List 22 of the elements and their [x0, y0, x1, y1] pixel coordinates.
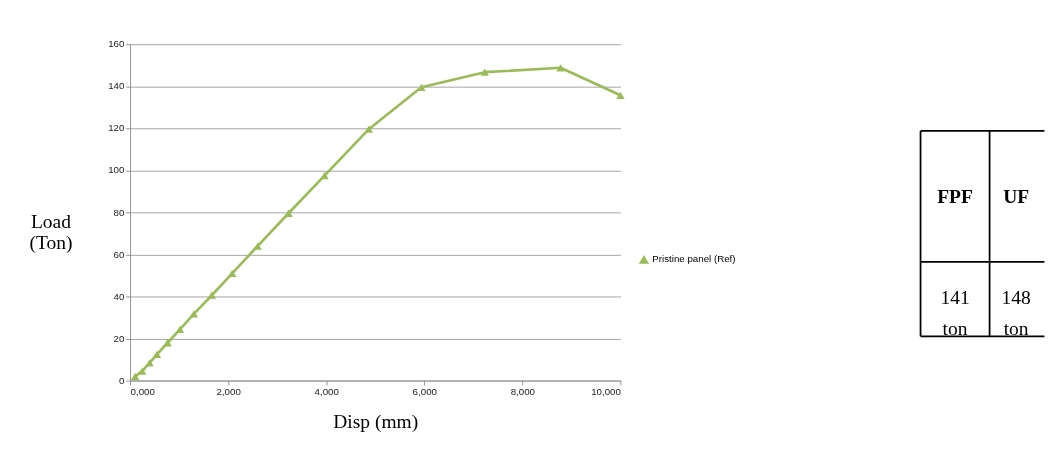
text: UF: [1003, 185, 1030, 207]
y-tick-label: 140: [108, 80, 125, 92]
y-tick-label: 0: [118, 374, 125, 386]
y-tick-label: 40: [113, 290, 125, 302]
x-tick-label: 8,000: [510, 386, 536, 398]
x-tick-label: 4,000: [314, 386, 340, 398]
x-tick-label: 10,000: [591, 386, 622, 398]
y-axis-title: Load (Ton): [29, 210, 73, 255]
y-tick-label: 20: [113, 332, 125, 344]
y-tick-label: 160: [108, 38, 125, 50]
y-tick-label: 80: [113, 206, 125, 218]
text: FPF: [937, 185, 973, 207]
legend-label: Pristine panel (Ref): [652, 253, 736, 265]
y-tick-label: 100: [108, 164, 125, 176]
y-tick-label: 60: [113, 248, 125, 260]
x-tick-label: 6,000: [412, 386, 438, 398]
y-tick-label: 120: [108, 122, 125, 134]
text: 141 ton: [940, 286, 970, 339]
x-tick-label: 2,000: [216, 386, 242, 398]
x-axis-title: Disp (mm): [333, 410, 419, 433]
x-tick-label: 0,000: [130, 386, 156, 398]
text: 148 ton: [1001, 286, 1031, 339]
